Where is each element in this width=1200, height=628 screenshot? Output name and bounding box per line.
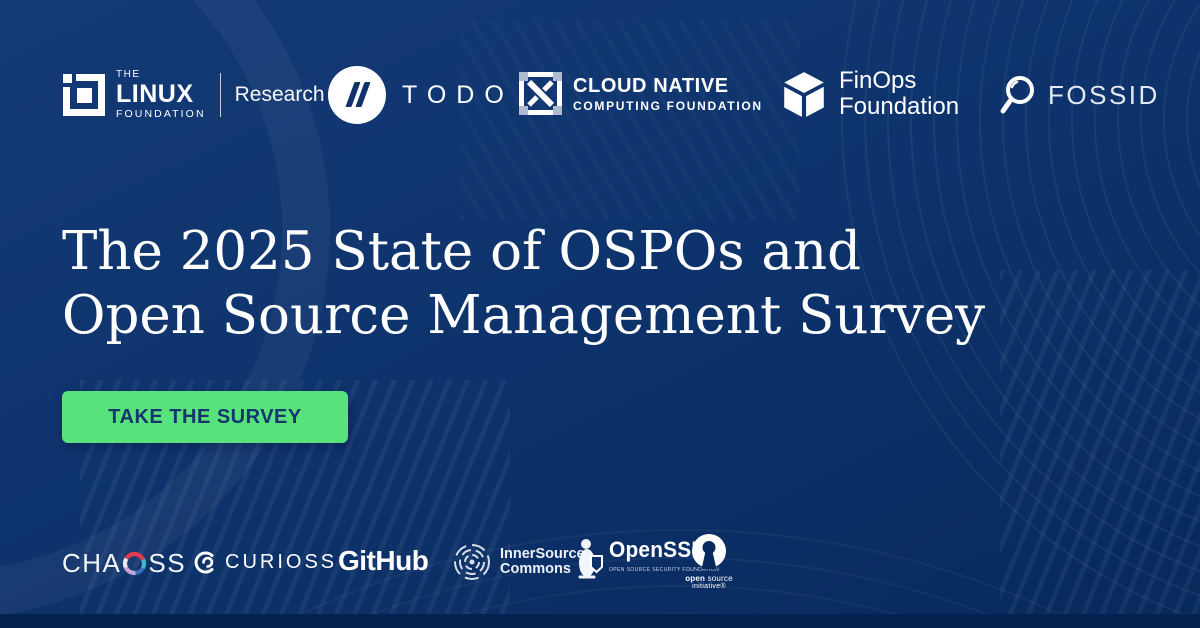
fossid-icon <box>1000 76 1034 114</box>
finops-foundation-logo: FinOps Foundation <box>779 68 959 120</box>
page-title: The 2025 State of OSPOs and Open Source … <box>62 220 985 348</box>
chaoss-post: SS <box>148 548 187 578</box>
linux-foundation-research-logo: THE LINUX FOUNDATION Research <box>62 70 325 120</box>
lf-foundation: FOUNDATION <box>116 108 206 120</box>
innersource-wordmark: InnerSource Commons <box>500 547 585 577</box>
osi-line1: open source <box>685 574 733 583</box>
linux-foundation-wordmark: THE LINUX FOUNDATION <box>116 70 206 120</box>
curioss-logo: CURIOSS <box>194 551 337 574</box>
finops-line1: FinOps <box>839 67 917 94</box>
github-logo: GitHub <box>338 545 429 577</box>
lf-the: THE <box>116 69 141 80</box>
innersource-icon <box>454 544 490 580</box>
osi-word-source: source <box>705 574 733 583</box>
innersource-line1: InnerSource <box>500 546 585 562</box>
innersource-commons-logo: InnerSource Commons <box>452 542 585 582</box>
innersource-line2: Commons <box>500 561 571 577</box>
osi-icon <box>692 534 726 569</box>
openssf-name: OpenSSF <box>609 537 705 562</box>
openssf-logo: OpenSSF OPEN SOURCE SECURITY FOUNDATION <box>576 537 739 582</box>
openssf-tagline: OPEN SOURCE SECURITY FOUNDATION <box>609 567 720 573</box>
take-survey-button[interactable]: TAKE THE SURVEY <box>62 391 348 443</box>
fossid-wordmark: FOSSID <box>1048 79 1160 110</box>
title-line1: The 2025 State of OSPOs and <box>62 221 862 282</box>
linux-foundation-icon <box>63 73 105 116</box>
fossid-logo: FOSSID <box>999 74 1160 116</box>
todo-icon <box>328 66 386 124</box>
todo-group-logo: TODO <box>328 66 514 124</box>
osi-word-open: open <box>685 574 706 583</box>
todo-wordmark: TODO <box>402 80 514 109</box>
lf-divider <box>219 72 221 117</box>
decor-stripes-right <box>1000 270 1200 628</box>
lf-research-label: Research <box>234 82 325 106</box>
finops-line2: Foundation <box>839 93 960 120</box>
curioss-icon <box>194 551 214 574</box>
cncf-icon <box>519 72 562 115</box>
chaoss-o-icon <box>123 551 147 576</box>
chaoss-pre: CHA <box>62 548 122 578</box>
github-wordmark: GitHub <box>338 545 429 576</box>
finops-wordmark: FinOps Foundation <box>839 68 959 120</box>
open-source-initiative-logo: open source initiative® <box>684 533 734 590</box>
cncf-line1: CLOUD NATIVE <box>573 74 729 97</box>
openssf-icon <box>578 539 603 579</box>
curioss-wordmark: CURIOSS <box>225 551 338 573</box>
footer-bar <box>0 614 1200 628</box>
openssf-wordmark: OpenSSF OPEN SOURCE SECURITY FOUNDATION <box>609 537 739 573</box>
finops-icon <box>784 72 824 117</box>
cncf-line2: COMPUTING FOUNDATION <box>573 98 763 113</box>
chaoss-logo: CHA SS <box>62 548 186 579</box>
osi-line2: initiative® <box>692 583 726 590</box>
cncf-wordmark: CLOUD NATIVE COMPUTING FOUNDATION <box>573 76 763 112</box>
title-line2: Open Source Management Survey <box>62 285 986 346</box>
cncf-logo: CLOUD NATIVE COMPUTING FOUNDATION <box>519 72 763 115</box>
lf-linux: LINUX <box>116 80 194 108</box>
